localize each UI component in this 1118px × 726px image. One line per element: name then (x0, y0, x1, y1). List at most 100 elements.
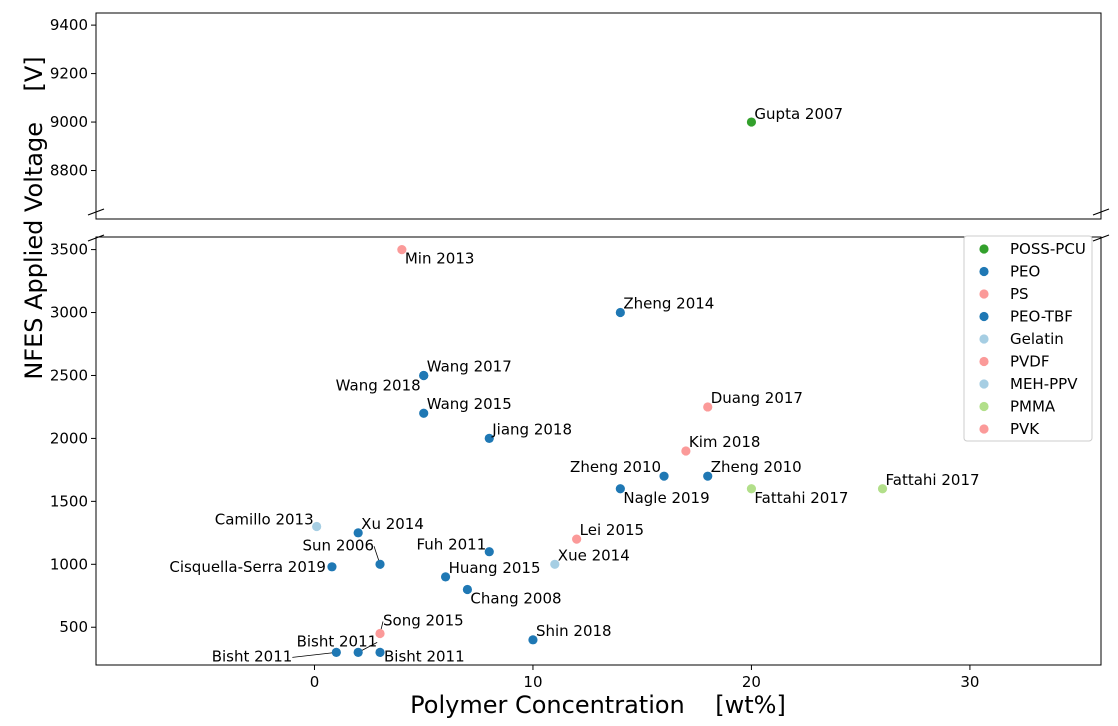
legend-marker (979, 266, 989, 277)
upper-y-tick-label: 9400 (50, 16, 88, 34)
data-point (484, 547, 494, 557)
upper-panel (95, 12, 1102, 220)
lower-y-tick-label: 2500 (50, 366, 88, 384)
axis-break-marks (87, 208, 1110, 242)
data-point (659, 471, 669, 481)
point-annotation: Song 2015 (383, 612, 464, 630)
data-point (327, 562, 337, 572)
lower-y-tick-label: 1000 (50, 555, 88, 573)
lower-y-ticks: 500 1000 1500 2000 2500 3000 3500 (50, 241, 96, 636)
upper-y-tick-label: 8800 (50, 162, 88, 180)
legend-marker (979, 401, 989, 412)
x-tick-label: 10 (523, 673, 542, 691)
point-annotation: Camillo 2013 (215, 511, 314, 529)
point-annotation: Zheng 2010 (570, 458, 661, 476)
legend-label: PEO (1010, 263, 1040, 281)
data-point (375, 559, 385, 569)
legend-marker (979, 356, 989, 367)
data-point (746, 484, 757, 494)
break-mark-left-lower (87, 234, 105, 242)
x-tick-label: 30 (960, 673, 979, 691)
upper-y-tick-label: 9200 (50, 65, 88, 83)
upper-plot-frame (95, 12, 1102, 220)
point-annotation: Bisht 2011 (212, 647, 293, 665)
point-annotations: Gupta 2007 Min 2013 Zheng 2014 Wang 2017 Wan… (169, 105, 979, 665)
lower-panel (95, 236, 1102, 666)
x-tick-label: 0 (310, 673, 320, 691)
point-annotation: Zheng 2010 (711, 458, 802, 476)
x-axis-title: Polymer Concentration [wt%] (410, 691, 786, 719)
point-annotation: Sun 2006 (303, 536, 374, 554)
point-annotation: Wang 2018 (336, 376, 421, 394)
break-mark-right-upper (1092, 208, 1110, 216)
legend-label: PS (1010, 285, 1029, 303)
point-annotation: Zheng 2014 (623, 295, 714, 313)
data-point (572, 534, 582, 544)
lower-y-tick-label: 3500 (50, 241, 88, 259)
legend-label: POSS-PCU (1010, 240, 1086, 258)
data-point (528, 635, 538, 645)
point-annotation: Chang 2008 (470, 589, 561, 607)
break-mark-right-lower (1092, 234, 1110, 242)
point-annotation: Bisht 2011 (384, 647, 465, 665)
point-annotation: Lei 2015 (580, 521, 644, 539)
point-annotation: Xu 2014 (361, 515, 424, 533)
point-annotation: Wang 2015 (427, 395, 512, 413)
data-point (615, 307, 625, 318)
point-annotation: Kim 2018 (689, 433, 761, 451)
point-annotation: Wang 2017 (427, 357, 512, 375)
data-point (877, 484, 888, 494)
lower-y-tick-label: 3000 (50, 304, 88, 322)
break-mark-left-upper (87, 208, 105, 216)
point-annotation: Fattahi 2017 (754, 489, 848, 507)
legend-label: PMMA (1010, 398, 1056, 416)
point-annotation: Xue 2014 (558, 546, 630, 564)
data-point (484, 433, 494, 444)
legend-marker (979, 334, 989, 344)
legend-marker (979, 424, 989, 434)
lower-y-tick-label: 2000 (50, 429, 88, 447)
data-point (375, 628, 385, 639)
legend-label: PVK (1010, 420, 1040, 438)
y-axis-title: NFES Applied Voltage [V] (20, 56, 48, 379)
point-annotation: Bisht 2011 (297, 632, 378, 650)
point-annotation: Duang 2017 (711, 389, 803, 407)
data-point (703, 402, 713, 412)
point-annotation: Nagle 2019 (623, 489, 709, 507)
point-annotation: Jiang 2018 (491, 420, 572, 438)
upper-y-tick-label: 9000 (50, 113, 88, 131)
data-point (397, 244, 407, 255)
data-point (746, 117, 757, 127)
data-point (419, 408, 429, 418)
point-annotation: Min 2013 (405, 250, 475, 268)
legend-marker (979, 311, 989, 322)
data-point (353, 647, 363, 658)
data-point (353, 528, 363, 538)
data-point (375, 647, 385, 658)
data-point (550, 559, 560, 569)
point-annotation: Huang 2015 (449, 559, 541, 577)
data-point (331, 647, 341, 658)
data-point (615, 484, 625, 494)
legend-label: MEH-PPV (1010, 375, 1078, 393)
point-annotation: Shin 2018 (536, 622, 612, 640)
data-point (681, 446, 691, 456)
annotation-leader (292, 652, 337, 658)
data-point (440, 572, 451, 582)
point-annotation: Gupta 2007 (754, 105, 843, 123)
data-point (703, 471, 713, 481)
lower-y-tick-label: 1500 (50, 492, 88, 510)
lower-plot-frame (95, 236, 1102, 666)
legend-marker (979, 289, 989, 299)
legend-frame (963, 235, 1093, 442)
point-annotation: Cisquella-Serra 2019 (169, 558, 326, 576)
legend-marker (979, 379, 989, 389)
data-point (462, 584, 473, 595)
legend-label: PVDF (1010, 353, 1050, 371)
data-point (419, 370, 429, 381)
point-annotation: Fattahi 2017 (886, 471, 980, 489)
point-annotation: Fuh 2011 (416, 536, 486, 554)
upper-y-ticks: 8800 9000 9200 9400 (50, 16, 96, 180)
x-ticks: 0 10 20 30 (310, 665, 979, 691)
